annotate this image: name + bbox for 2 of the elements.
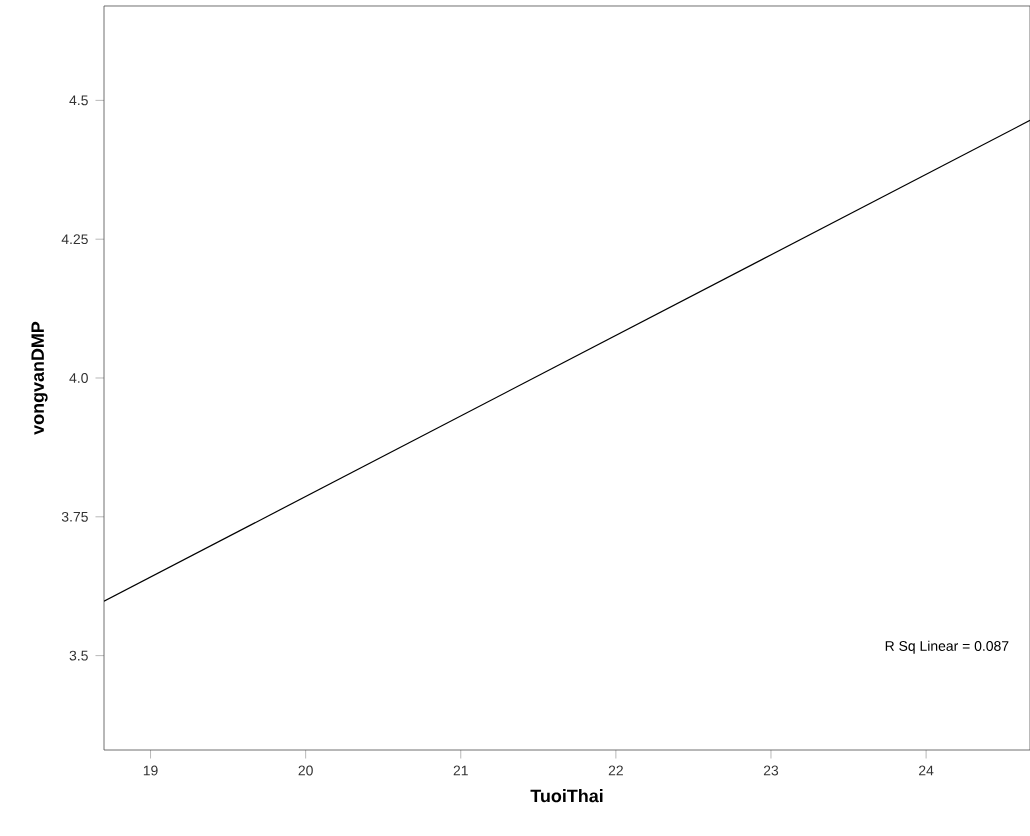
x-axis-title: TuoiThai xyxy=(530,789,603,803)
y-axis-title: vongvanDMP xyxy=(31,321,48,435)
